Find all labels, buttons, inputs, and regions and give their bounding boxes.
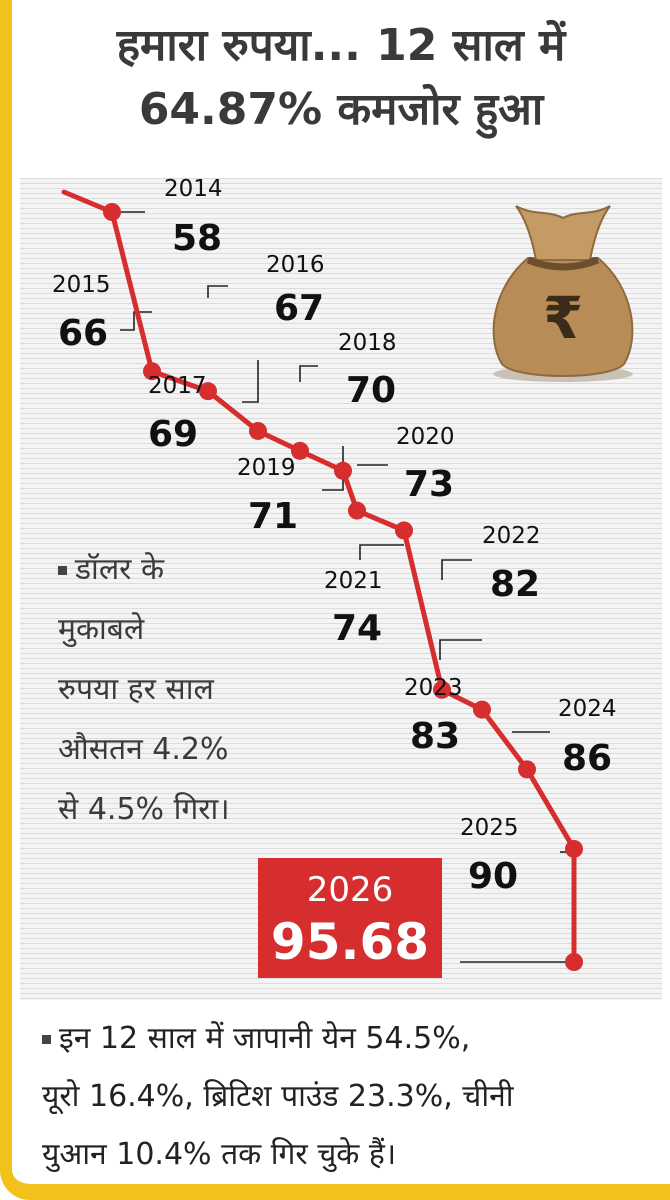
year-label: 2022 (482, 523, 541, 549)
year-label: 2025 (460, 815, 519, 841)
data-point (199, 382, 217, 401)
bag-top (515, 205, 611, 261)
series-line (61, 189, 577, 965)
data-point (291, 441, 309, 460)
data-point (395, 521, 413, 540)
value-label: 74 (332, 608, 382, 649)
money-bag-icon: ₹ (492, 205, 634, 382)
line-chart: 2014 58 2015 66 2016 67 2017 69 2018 70 2019 71 2020… (52, 176, 617, 971)
value-label: 70 (346, 370, 396, 411)
year-label: 2017 (148, 373, 207, 399)
footer-note: इन 12 साल में जापानी येन 54.5%, यूरो 16.… (42, 1010, 652, 1184)
headline-line-1: हमारा रुपया... 12 साल में (116, 20, 566, 71)
headline-line-2: 64.87% कमजोर हुआ (138, 84, 544, 135)
footer-line: इन 12 साल में जापानी येन 54.5%, (42, 1010, 652, 1068)
year-label: 2021 (324, 568, 383, 594)
headline: हमारा रुपया... 12 साल में 64.87% कमजोर ह… (20, 14, 662, 142)
data-point (433, 680, 451, 699)
data-point (473, 700, 491, 719)
rupee-note-line: औसतन 4.2% (58, 732, 229, 767)
data-point (334, 461, 352, 480)
bag-body (492, 257, 634, 377)
value-label: 86 (562, 738, 612, 779)
value-label: 69 (148, 414, 198, 455)
value-label: 67 (274, 288, 324, 329)
value-label: 82 (490, 564, 540, 605)
footer-line: युआन 10.4% तक गिर चुके हैं। (42, 1137, 397, 1172)
rupee-note-line: मुकाबले (58, 612, 145, 647)
year-label: 2023 (404, 675, 463, 701)
value-label: 83 (410, 716, 460, 757)
label-connector (242, 360, 259, 403)
value-label: 66 (58, 313, 108, 354)
year-label: 2018 (338, 330, 397, 356)
label-connector (441, 559, 472, 580)
label-connector (299, 365, 318, 382)
label-connector (120, 311, 152, 331)
label-connector (439, 639, 482, 660)
latest-value-box: 2026 95.68 (258, 858, 442, 978)
label-connector (359, 544, 404, 560)
year-label: 2024 (558, 696, 617, 722)
year-label: 2014 (164, 176, 223, 202)
rupee-note-line: से 4.5% गिरा। (58, 792, 230, 827)
latest-value: 95.68 (270, 913, 430, 971)
rupee-note: डॉलर के मुकाबले रुपया हर साल औसतन 4.2% स… (58, 540, 308, 840)
data-point (143, 362, 161, 381)
data-point (518, 760, 536, 779)
bag-tie (526, 256, 600, 271)
year-label: 2019 (237, 455, 296, 481)
rupee-note-line: रुपया हर साल (58, 672, 214, 707)
year-label: 2020 (396, 424, 455, 450)
footer-line: यूरो 16.4%, ब्रिटिश पाउंड 23.3%, चीनी (42, 1079, 514, 1114)
latest-year: 2026 (306, 870, 394, 910)
data-point (348, 501, 366, 520)
rupee-symbol: ₹ (543, 284, 583, 352)
value-label: 71 (248, 496, 298, 537)
footer-text: इन 12 साल में जापानी येन 54.5%, (59, 1021, 471, 1056)
label-connector (207, 285, 228, 298)
bullet-icon (42, 1035, 51, 1044)
year-label: 2015 (52, 272, 111, 298)
year-label: 2016 (266, 252, 325, 278)
value-label: 58 (172, 218, 222, 259)
data-point (103, 203, 121, 221)
label-connector (322, 446, 344, 491)
rupee-note-text: डॉलर के (75, 552, 165, 587)
value-label: 90 (468, 856, 518, 897)
data-point (249, 421, 267, 440)
value-label: 73 (404, 464, 454, 505)
data-point (565, 953, 583, 971)
bullet-icon (58, 566, 67, 575)
rupee-note-line: डॉलर के (58, 540, 308, 600)
data-point (565, 839, 583, 858)
